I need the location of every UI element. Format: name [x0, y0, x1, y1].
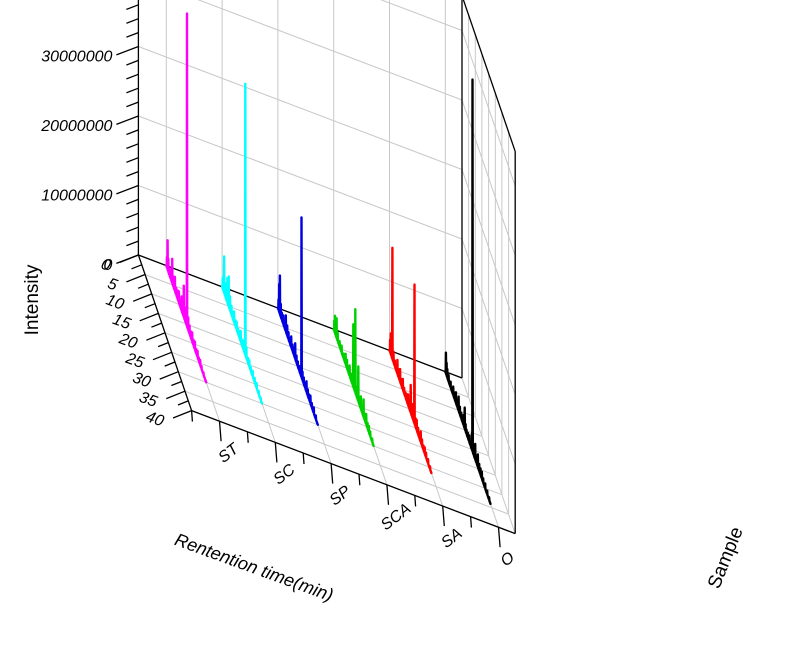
x-tick-label: 25 [123, 350, 147, 372]
y-major-tick [274, 442, 278, 463]
y-axis-title: Sample [704, 524, 748, 592]
x-major-tick [166, 390, 186, 400]
x-tick-label: 5 [105, 275, 119, 294]
y-axis-line [191, 409, 516, 535]
series-trace-sc [220, 82, 264, 405]
floor-gridline [178, 371, 503, 496]
z-major-tick [116, 45, 139, 56]
z-minor-tick [126, 18, 139, 24]
y-major-tick [442, 505, 445, 527]
x-major-tick [139, 312, 159, 322]
z-major-tick [116, 115, 139, 126]
y-minor-tick [302, 452, 305, 465]
left-wall-gridline [138, 46, 463, 170]
y-major-tick [386, 484, 390, 505]
y-minor-tick [469, 516, 473, 528]
x-minor-tick [157, 341, 169, 348]
grid-lines [138, 0, 516, 535]
z-minor-tick [126, 101, 139, 108]
series-trace-sa [388, 246, 433, 475]
x-minor-tick [131, 264, 142, 270]
y-minor-tick [414, 495, 417, 507]
z-minor-tick [126, 226, 139, 233]
z-minor-tick [126, 212, 139, 219]
x-minor-tick [171, 380, 182, 387]
z-minor-tick [126, 4, 139, 11]
x-tick-label: 40 [144, 408, 167, 430]
series-trace-sca [332, 308, 375, 448]
z-minor-tick [126, 31, 139, 38]
frame-edge [462, 0, 516, 152]
z-minor-tick [126, 143, 139, 150]
x-tick-label: 10 [104, 292, 127, 314]
y-tick-label: SC [271, 461, 299, 488]
z-minor-tick [126, 87, 139, 94]
left-wall-gridline [380, 0, 463, 31]
y-tick-label: ST [215, 440, 243, 467]
axis-titles: Intensity Rentention time(min) Sample [22, 264, 748, 605]
x-minor-tick [151, 322, 162, 328]
z-minor-tick [126, 59, 139, 66]
z-tick-label: 10000000 [41, 188, 112, 205]
y-tick-label: SCA [378, 500, 414, 534]
floor-gridline [184, 390, 509, 515]
z-tick-label: 30000000 [41, 49, 112, 66]
x-major-tick [126, 273, 146, 283]
x-tick-label: 35 [137, 389, 160, 411]
x-tick-label: 30 [130, 369, 153, 391]
axis-frame [137, 0, 516, 535]
x-minor-tick [177, 400, 189, 406]
y-major-tick [218, 421, 222, 442]
z-minor-tick [126, 198, 139, 205]
z-major-tick [116, 184, 139, 195]
z-minor-tick [126, 240, 139, 247]
x-minor-tick [137, 283, 149, 289]
z-minor-tick [126, 157, 139, 163]
floor-gridline [164, 332, 489, 457]
y-tick-label: O [498, 549, 518, 570]
floor-gridline [158, 312, 483, 437]
floor-gridline [171, 351, 496, 476]
z-tick-label: 0 [103, 257, 112, 274]
y-tick-label: SA [438, 525, 465, 552]
x-major-tick [152, 351, 172, 361]
x-major-tick [172, 409, 192, 419]
x-major-tick [146, 332, 166, 341]
y-major-tick [330, 463, 334, 484]
z-axis-title: Intensity [22, 264, 43, 335]
left-wall-gridline [197, 0, 463, 101]
left-wall-gridline [138, 115, 463, 240]
x-major-tick [119, 254, 139, 264]
z-minor-tick [126, 73, 139, 80]
floor-gridline [151, 293, 476, 418]
y-major-tick [497, 527, 501, 548]
axis-ticks [116, 4, 501, 548]
series-trace-st [165, 12, 208, 384]
series-group [165, 12, 492, 506]
y-minor-tick [190, 410, 194, 422]
left-wall-gridline [138, 185, 463, 309]
x-tick-label: 20 [116, 330, 140, 352]
x-minor-tick [164, 361, 176, 367]
z-tick-label: 20000000 [40, 118, 112, 135]
x-minor-tick [144, 303, 156, 309]
series-trace-o [444, 78, 492, 506]
y-minor-tick [246, 431, 249, 443]
x-axis-title: Rentention time(min) [172, 529, 336, 605]
z-minor-tick [126, 170, 139, 177]
series-trace-sp [276, 216, 319, 426]
x-major-tick [132, 293, 152, 302]
z-minor-tick [126, 129, 139, 136]
x-major-tick [159, 371, 179, 380]
x-tick-label: 15 [110, 311, 133, 333]
y-minor-tick [358, 474, 361, 486]
y-tick-label: SP [327, 483, 355, 510]
